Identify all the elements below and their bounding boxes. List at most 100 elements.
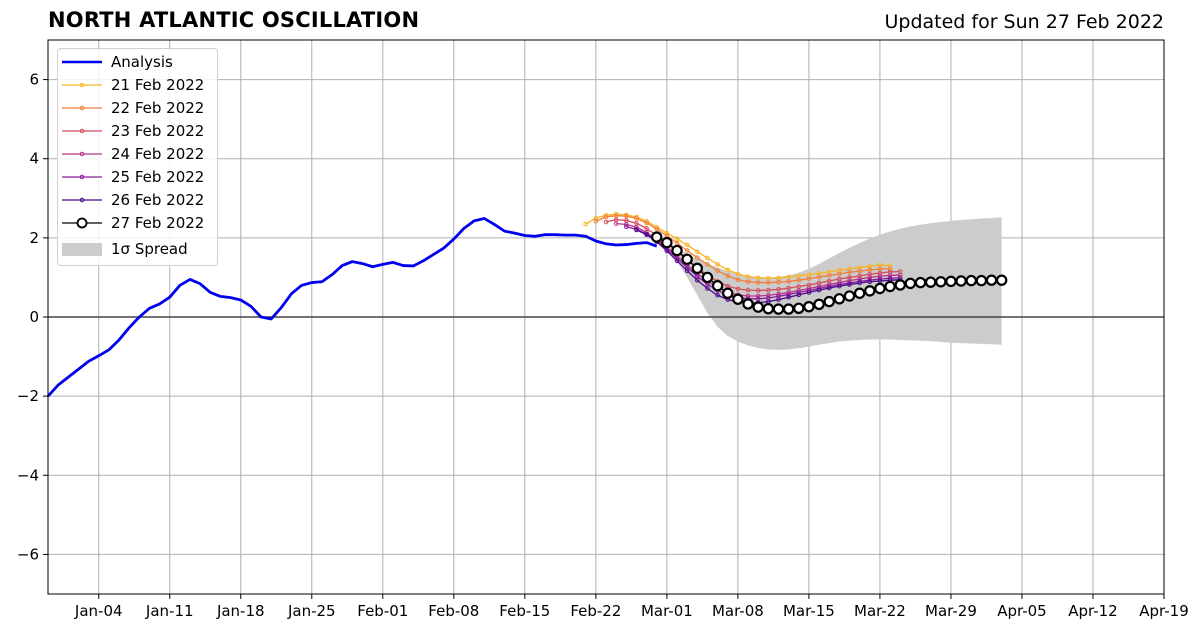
- latest-forecast-point: [884, 280, 896, 293]
- forecast-point: [745, 287, 751, 293]
- forecast-point: [603, 214, 609, 220]
- x-tick-label: Mar-01: [641, 602, 693, 620]
- forecast-point: [705, 286, 710, 291]
- updated-date: Updated for Sun 27 Feb 2022: [884, 11, 1164, 33]
- forecast-point: [857, 280, 862, 286]
- latest-forecast-point: [691, 262, 704, 275]
- forecast-point: [847, 282, 852, 287]
- forecast-point: [735, 277, 741, 283]
- y-tick-label: −4: [17, 466, 39, 484]
- x-tick-label: Jan-04: [74, 602, 123, 620]
- forecast-point: [837, 283, 842, 289]
- x-tick-label: Feb-01: [357, 602, 408, 620]
- forecast-point: [745, 274, 751, 279]
- latest-forecast-point: [732, 293, 744, 305]
- legend-item-forecast-4: 24 Feb 2022: [58, 144, 218, 164]
- y-tick-label: −6: [17, 545, 39, 563]
- legend-label: 26 Feb 2022: [111, 191, 205, 209]
- latest-forecast-point: [752, 301, 764, 313]
- forecast-point: [695, 249, 700, 255]
- forecast-point: [837, 271, 842, 277]
- latest-forecast-point: [985, 274, 998, 286]
- forecast-point: [796, 292, 802, 298]
- legend-label: 21 Feb 2022: [111, 76, 205, 94]
- forecast-point: [786, 294, 791, 300]
- legend-item-spread: 1σ Spread: [58, 239, 218, 259]
- latest-forecast-point: [661, 236, 673, 249]
- forecast-point: [867, 267, 873, 273]
- forecast-point: [654, 226, 660, 232]
- forecast-point: [715, 268, 720, 274]
- latest-forecast-point: [945, 275, 957, 288]
- latest-forecast-point: [681, 253, 693, 265]
- forecast-point: [725, 267, 731, 273]
- x-tick-label: Apr-19: [1139, 602, 1189, 620]
- forecast-point: [664, 248, 670, 254]
- legend-item-forecast-6: 26 Feb 2022: [58, 190, 218, 210]
- legend-item-forecast-1: 21 Feb 2022: [58, 75, 218, 95]
- forecast-point: [806, 290, 812, 295]
- latest-forecast-point: [853, 287, 866, 299]
- forecast-point: [897, 272, 903, 278]
- forecast-point: [695, 277, 700, 283]
- forecast-point: [684, 242, 690, 248]
- x-tick-label: Jan-18: [216, 602, 265, 620]
- forecast-point: [644, 220, 649, 226]
- forecast-point: [755, 288, 761, 293]
- forecast-point: [766, 287, 771, 293]
- forecast-point: [684, 248, 690, 253]
- y-tick-label: 6: [29, 71, 39, 89]
- x-tick-label: Apr-12: [1068, 602, 1118, 620]
- forecast-point: [705, 255, 710, 261]
- x-tick-label: Feb-08: [428, 602, 479, 620]
- latest-forecast-point: [782, 303, 795, 315]
- forecast-point: [695, 255, 700, 260]
- forecast-point: [735, 286, 741, 292]
- latest-forecast-point: [701, 271, 714, 284]
- x-tick-label: Mar-08: [712, 602, 764, 620]
- legend-label: 1σ Spread: [111, 240, 188, 258]
- forecast-point: [623, 224, 629, 230]
- latest-forecast-point: [803, 301, 815, 313]
- latest-forecast-point: [995, 274, 1008, 286]
- forecast-point: [786, 285, 791, 291]
- forecast-point: [826, 273, 832, 278]
- legend-forecast-swatch: [62, 105, 102, 111]
- forecast-point: [623, 213, 629, 219]
- forecast-point: [857, 268, 862, 274]
- y-tick-label: −2: [17, 387, 39, 405]
- forecast-point: [776, 297, 781, 302]
- legend-label: Analysis: [111, 53, 173, 71]
- x-tick-label: Jan-25: [287, 602, 336, 620]
- forecast-point: [867, 275, 873, 280]
- latest-forecast-point: [722, 287, 734, 299]
- x-tick-label: Feb-22: [570, 602, 621, 620]
- forecast-point: [786, 292, 791, 297]
- legend-item-forecast-5: 25 Feb 2022: [58, 167, 218, 187]
- legend-label: 25 Feb 2022: [111, 168, 205, 186]
- legend-forecast-swatch: [62, 128, 102, 134]
- legend-label: 27 Feb 2022: [111, 214, 205, 232]
- forecast-point: [745, 293, 751, 299]
- forecast-point: [725, 273, 731, 279]
- forecast-point: [887, 273, 893, 278]
- forecast-point: [583, 221, 589, 227]
- forecast-point: [684, 268, 690, 274]
- forecast-point: [715, 292, 720, 298]
- y-tick-label: 4: [29, 150, 39, 168]
- forecast-line: [636, 229, 901, 304]
- legend-item-forecast-3: 23 Feb 2022: [58, 121, 218, 141]
- legend-label: 22 Feb 2022: [111, 99, 205, 117]
- forecast-point: [634, 227, 639, 233]
- forecast-point: [664, 230, 670, 236]
- legend-forecast-swatch: [62, 174, 102, 180]
- legend-latest-swatch: [62, 217, 102, 229]
- latest-forecast-point: [711, 280, 724, 292]
- forecast-point: [755, 275, 761, 281]
- latest-forecast-point: [965, 274, 977, 287]
- forecast-point: [766, 292, 771, 298]
- legend-forecast-swatch: [62, 197, 102, 203]
- forecast-point: [796, 273, 802, 279]
- forecast-point: [735, 271, 741, 277]
- x-tick-label: Apr-05: [997, 602, 1047, 620]
